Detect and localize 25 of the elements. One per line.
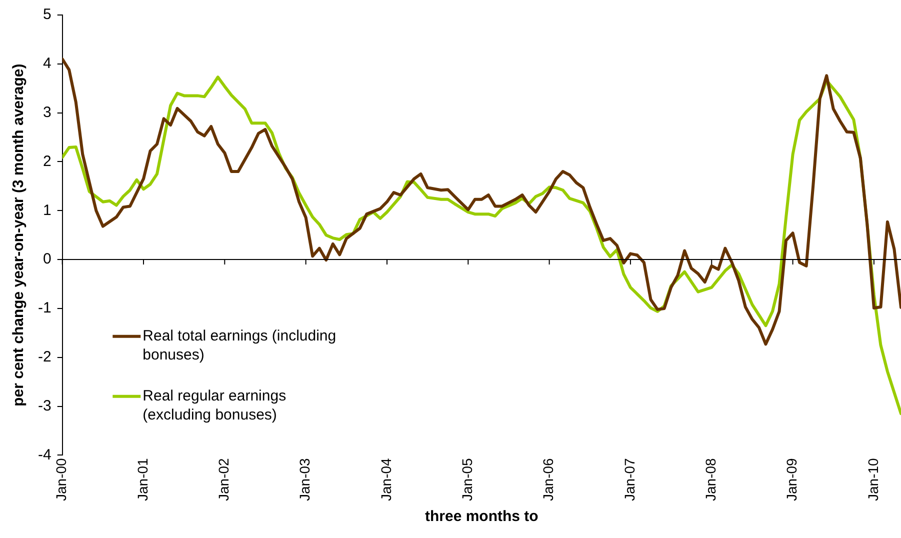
x-tick-label: Jan-00 (53, 458, 70, 502)
x-tick-label: Jan-01 (134, 458, 150, 502)
x-tick-label: Jan-08 (702, 458, 718, 502)
legend-label: Real regular earnings (excluding bonuses) (142, 387, 286, 424)
y-tick-label: -3 (38, 397, 52, 414)
x-tick-label: Jan-10 (864, 458, 881, 502)
y-tick-label: 2 (42, 152, 52, 170)
y-tick-label: 0 (42, 250, 52, 268)
x-tick-label: Jan-09 (784, 458, 800, 502)
legend-label: Real total earnings (including bonuses) (142, 327, 336, 364)
x-tick-label: Jan-05 (459, 458, 475, 502)
y-tick-label: 4 (42, 55, 52, 72)
y-tick-label: -1 (38, 300, 52, 317)
x-tick-label: Jan-07 (621, 458, 638, 502)
y-tick-label: 3 (42, 104, 52, 121)
y-tick-label: -4 (38, 446, 52, 464)
y-axis-title: per cent change year-on-year (3 month average) (10, 64, 28, 406)
x-axis-title: three months to (424, 508, 538, 526)
y-tick-label: -2 (38, 348, 52, 366)
y-tick-label: 5 (42, 6, 52, 24)
x-tick-label: Jan-04 (378, 458, 394, 502)
x-tick-label: Jan-02 (216, 458, 232, 502)
y-tick-label: 1 (42, 202, 52, 219)
x-tick-label: Jan-06 (540, 458, 556, 502)
x-tick-label: Jan-03 (296, 458, 313, 502)
